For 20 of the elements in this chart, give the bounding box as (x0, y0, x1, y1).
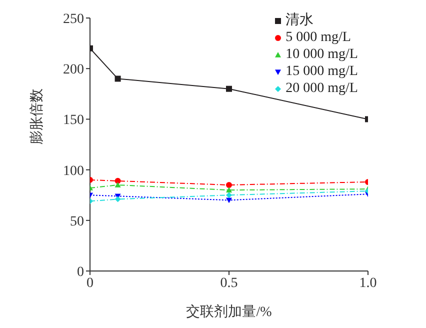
point (226, 187, 232, 192)
y-tick-label: 250 (63, 12, 84, 27)
legend-label: 10 000 mg/L (286, 46, 358, 63)
point (226, 182, 232, 188)
y-tick-label: 0 (77, 264, 84, 280)
legend-label: 20 000 mg/L (286, 80, 358, 97)
y-axis-title: 膨胀倍数 (28, 88, 45, 144)
x-tick-label: 0.5 (220, 276, 238, 291)
y-tick-label: 100 (63, 164, 84, 179)
y-tick-label: 50 (70, 214, 84, 230)
legend-label: 清水 (286, 12, 314, 29)
point (226, 86, 232, 92)
x-tick-label: 0 (86, 276, 94, 291)
y-tick-label: 150 (63, 113, 84, 128)
x-axis-title: 交联剂加量/% (186, 304, 272, 320)
legend-label: 15 000 mg/L (286, 63, 358, 80)
point (226, 192, 232, 198)
legend-label: 5 000 mg/L (286, 29, 351, 46)
y-tick-label: 200 (63, 62, 84, 78)
x-tick-label: 1.0 (359, 276, 377, 291)
